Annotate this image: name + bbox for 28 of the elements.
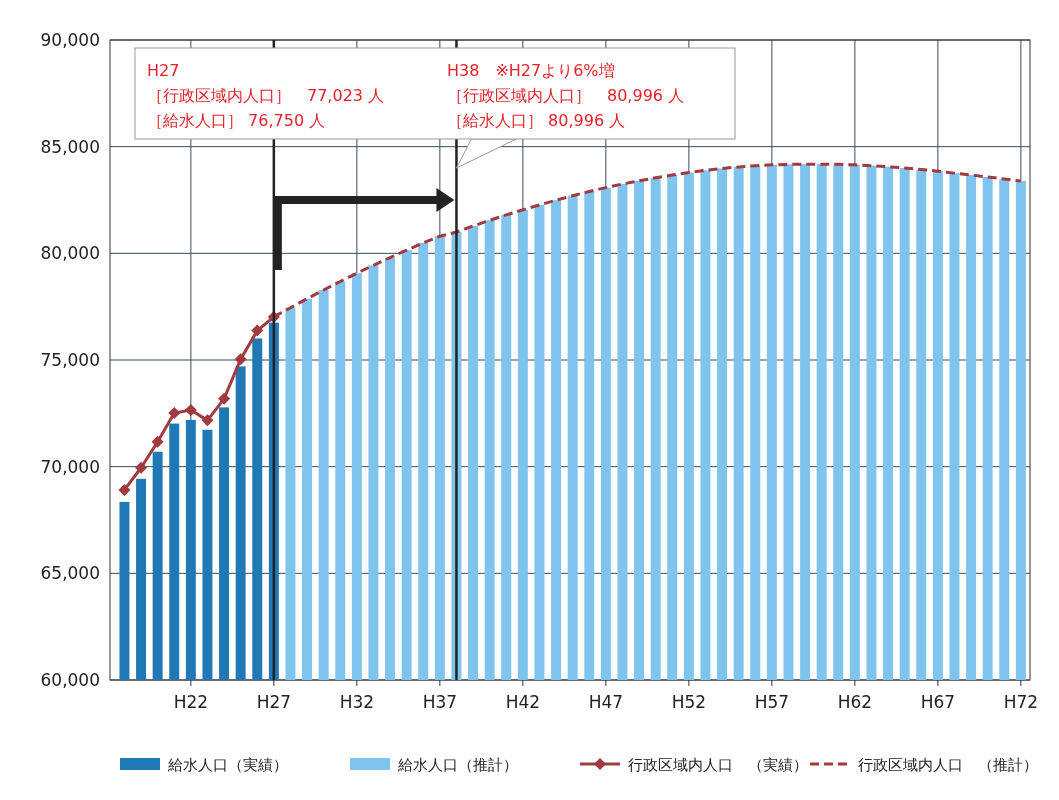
legend-label: 行政区域内人口 （推計） bbox=[858, 756, 1038, 774]
y-tick-label: 75,000 bbox=[40, 350, 100, 370]
x-tick-label: H47 bbox=[588, 692, 624, 712]
x-tick-label: H42 bbox=[505, 692, 541, 712]
annotation: ［給水人口］ 80,996 人 bbox=[447, 111, 626, 130]
y-tick-label: 65,000 bbox=[40, 563, 100, 584]
y-tick-label: 85,000 bbox=[40, 136, 100, 157]
x-tick-label: H37 bbox=[422, 692, 458, 712]
legend-label: 行政区域内人口 （実績） bbox=[628, 756, 808, 774]
annotation: H27 bbox=[147, 61, 180, 80]
annotation: ［行政区域内人口］ 77,023 人 bbox=[147, 86, 385, 105]
annotation: ［行政区域内人口］ 80,996 人 bbox=[447, 86, 685, 105]
x-tick-label: H67 bbox=[920, 692, 956, 712]
x-tick-label: H62 bbox=[837, 692, 873, 712]
y-tick-label: 80,000 bbox=[40, 243, 100, 264]
legend-label: 給水人口（推計） bbox=[397, 756, 518, 774]
x-tick-label: H72 bbox=[1003, 692, 1039, 712]
annotation: H38 ※H27より6%増 bbox=[447, 61, 615, 80]
x-tick-label: H52 bbox=[671, 692, 707, 712]
annotation: ［給水人口］ 76,750 人 bbox=[147, 111, 326, 130]
y-tick-label: 90,000 bbox=[40, 30, 100, 50]
legend-label: 給水人口（実績） bbox=[167, 756, 288, 774]
y-tick-label: 70,000 bbox=[40, 456, 100, 477]
x-tick-label: H32 bbox=[339, 692, 375, 712]
x-tick-label: H27 bbox=[256, 692, 292, 712]
x-tick-label: H57 bbox=[754, 692, 790, 712]
y-tick-label: 60,000 bbox=[40, 670, 100, 690]
x-tick-label: H22 bbox=[173, 692, 209, 712]
